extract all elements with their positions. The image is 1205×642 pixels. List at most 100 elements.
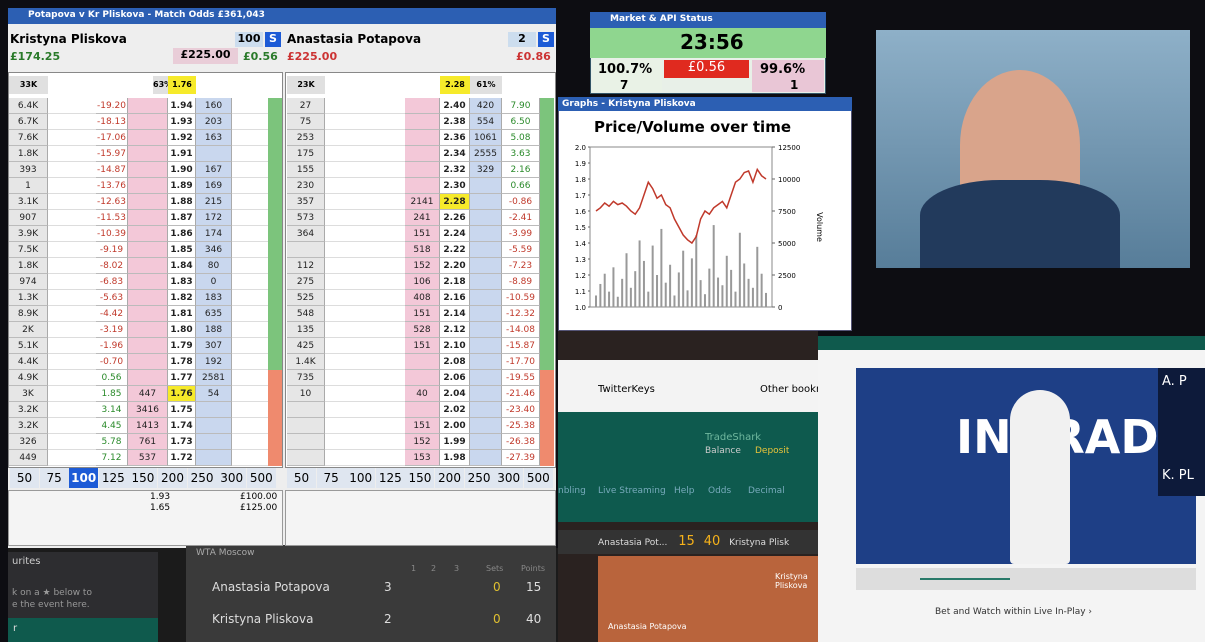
- ladder-cell[interactable]: 151: [405, 226, 440, 242]
- ladder-cell[interactable]: [405, 354, 440, 370]
- ladder-cell[interactable]: 152: [405, 434, 440, 450]
- ladder-cell[interactable]: 0.66: [502, 178, 540, 194]
- ladder-cell[interactable]: 3.14: [96, 402, 128, 418]
- ladder-cell[interactable]: 174: [196, 226, 232, 242]
- price[interactable]: 2.20: [440, 258, 470, 274]
- ladder-cell[interactable]: 346: [196, 242, 232, 258]
- ladder-cell[interactable]: 635: [196, 306, 232, 322]
- stake-input[interactable]: 100: [235, 32, 263, 47]
- stake-button[interactable]: 100: [69, 468, 98, 488]
- price[interactable]: 2.36: [440, 130, 470, 146]
- ladder-cell[interactable]: -27.39: [502, 450, 540, 466]
- ladder-cell[interactable]: [128, 98, 168, 114]
- stake-button[interactable]: 500: [524, 468, 553, 488]
- price[interactable]: 2.32: [440, 162, 470, 178]
- nav-item[interactable]: Live Streaming: [598, 486, 666, 496]
- deposit[interactable]: Deposit: [755, 446, 789, 456]
- stake-button[interactable]: 75: [40, 468, 69, 488]
- ladder-cell[interactable]: [128, 242, 168, 258]
- stake-toggle[interactable]: S: [538, 32, 554, 47]
- stake-button[interactable]: 500: [247, 468, 276, 488]
- ladder-cell[interactable]: -18.13: [96, 114, 128, 130]
- ladder-cell[interactable]: -0.86: [502, 194, 540, 210]
- ladder-cell[interactable]: [128, 226, 168, 242]
- ladder-cell[interactable]: 7.90: [502, 98, 540, 114]
- ladder-cell[interactable]: -17.06: [96, 130, 128, 146]
- ladder-cell[interactable]: 188: [196, 322, 232, 338]
- stake-button[interactable]: 100: [346, 468, 375, 488]
- price[interactable]: 2.00: [440, 418, 470, 434]
- price[interactable]: 2.12: [440, 322, 470, 338]
- stake-button[interactable]: 300: [494, 468, 523, 488]
- ladder-cell[interactable]: [128, 130, 168, 146]
- ladder-cell[interactable]: -13.76: [96, 178, 128, 194]
- stake-button[interactable]: 150: [405, 468, 434, 488]
- ladder-cell[interactable]: -3.99: [502, 226, 540, 242]
- ladder-cell[interactable]: -12.63: [96, 194, 128, 210]
- bookmark[interactable]: Other bookm: [760, 384, 826, 395]
- ladder-cell[interactable]: -5.59: [502, 242, 540, 258]
- ladder-cell[interactable]: 40: [405, 386, 440, 402]
- ladder-cell[interactable]: 203: [196, 114, 232, 130]
- ladder-cell[interactable]: 183: [196, 290, 232, 306]
- ladder-cell[interactable]: [196, 418, 232, 434]
- ladder-cell[interactable]: [405, 162, 440, 178]
- ladder-cell[interactable]: 151: [405, 338, 440, 354]
- ladder-cell[interactable]: 307: [196, 338, 232, 354]
- ladder-cell[interactable]: 1413: [128, 418, 168, 434]
- ladder-cell[interactable]: [196, 402, 232, 418]
- ladder-cell[interactable]: -12.32: [502, 306, 540, 322]
- nav-item[interactable]: Decimal: [748, 486, 785, 496]
- price[interactable]: 1.99: [440, 434, 470, 450]
- ladder-cell[interactable]: [128, 354, 168, 370]
- ladder-cell[interactable]: [128, 162, 168, 178]
- price[interactable]: 2.08: [440, 354, 470, 370]
- ladder-cell[interactable]: -17.70: [502, 354, 540, 370]
- ladder-cell[interactable]: 241: [405, 210, 440, 226]
- price[interactable]: 2.34: [440, 146, 470, 162]
- price[interactable]: 1.98: [440, 450, 470, 466]
- ladder-cell[interactable]: -10.59: [502, 290, 540, 306]
- ladder-cell[interactable]: [405, 130, 440, 146]
- ladder-cell[interactable]: 1.85: [96, 386, 128, 402]
- price[interactable]: 2.04: [440, 386, 470, 402]
- ladder-cell[interactable]: [405, 146, 440, 162]
- ladder-cell[interactable]: -21.46: [502, 386, 540, 402]
- ladder-cell[interactable]: 3.63: [502, 146, 540, 162]
- ladder-cell[interactable]: 192: [196, 354, 232, 370]
- ladder-cell[interactable]: 0: [196, 274, 232, 290]
- menu[interactable]: r: [8, 618, 158, 642]
- price[interactable]: 2.26: [440, 210, 470, 226]
- ladder-cell[interactable]: -2.41: [502, 210, 540, 226]
- ladder-cell[interactable]: 151: [405, 418, 440, 434]
- ladder-cell[interactable]: 160: [196, 98, 232, 114]
- ladder-cell[interactable]: 215: [196, 194, 232, 210]
- ladder-cell[interactable]: 447: [128, 386, 168, 402]
- stake-toggle[interactable]: S: [265, 32, 281, 47]
- ladder-cell[interactable]: [128, 338, 168, 354]
- ladder-cell[interactable]: -23.40: [502, 402, 540, 418]
- ladder-cell[interactable]: -9.19: [96, 242, 128, 258]
- price[interactable]: 2.30: [440, 178, 470, 194]
- ladder-cell[interactable]: -19.20: [96, 98, 128, 114]
- price[interactable]: 2.22: [440, 242, 470, 258]
- ladder-cell[interactable]: -14.08: [502, 322, 540, 338]
- stake-button[interactable]: 150: [128, 468, 157, 488]
- ladder-cell[interactable]: 151: [405, 306, 440, 322]
- ladder-cell[interactable]: 2581: [196, 370, 232, 386]
- ladder-cell[interactable]: 163: [196, 130, 232, 146]
- ladder-cell[interactable]: [196, 450, 232, 466]
- ladder-cell[interactable]: -0.70: [96, 354, 128, 370]
- stake-button[interactable]: 75: [317, 468, 346, 488]
- ladder-cell[interactable]: 5.78: [96, 434, 128, 450]
- ladder-cell[interactable]: 153: [405, 450, 440, 466]
- stake-button[interactable]: 250: [188, 468, 217, 488]
- ladder-cell[interactable]: -3.19: [96, 322, 128, 338]
- ladder-cell[interactable]: -11.53: [96, 210, 128, 226]
- ladder-cell[interactable]: 106: [405, 274, 440, 290]
- ladder-cell[interactable]: 54: [196, 386, 232, 402]
- price[interactable]: 2.10: [440, 338, 470, 354]
- stake-button[interactable]: 125: [376, 468, 405, 488]
- ladder-cell[interactable]: -14.87: [96, 162, 128, 178]
- ladder-cell[interactable]: -4.42: [96, 306, 128, 322]
